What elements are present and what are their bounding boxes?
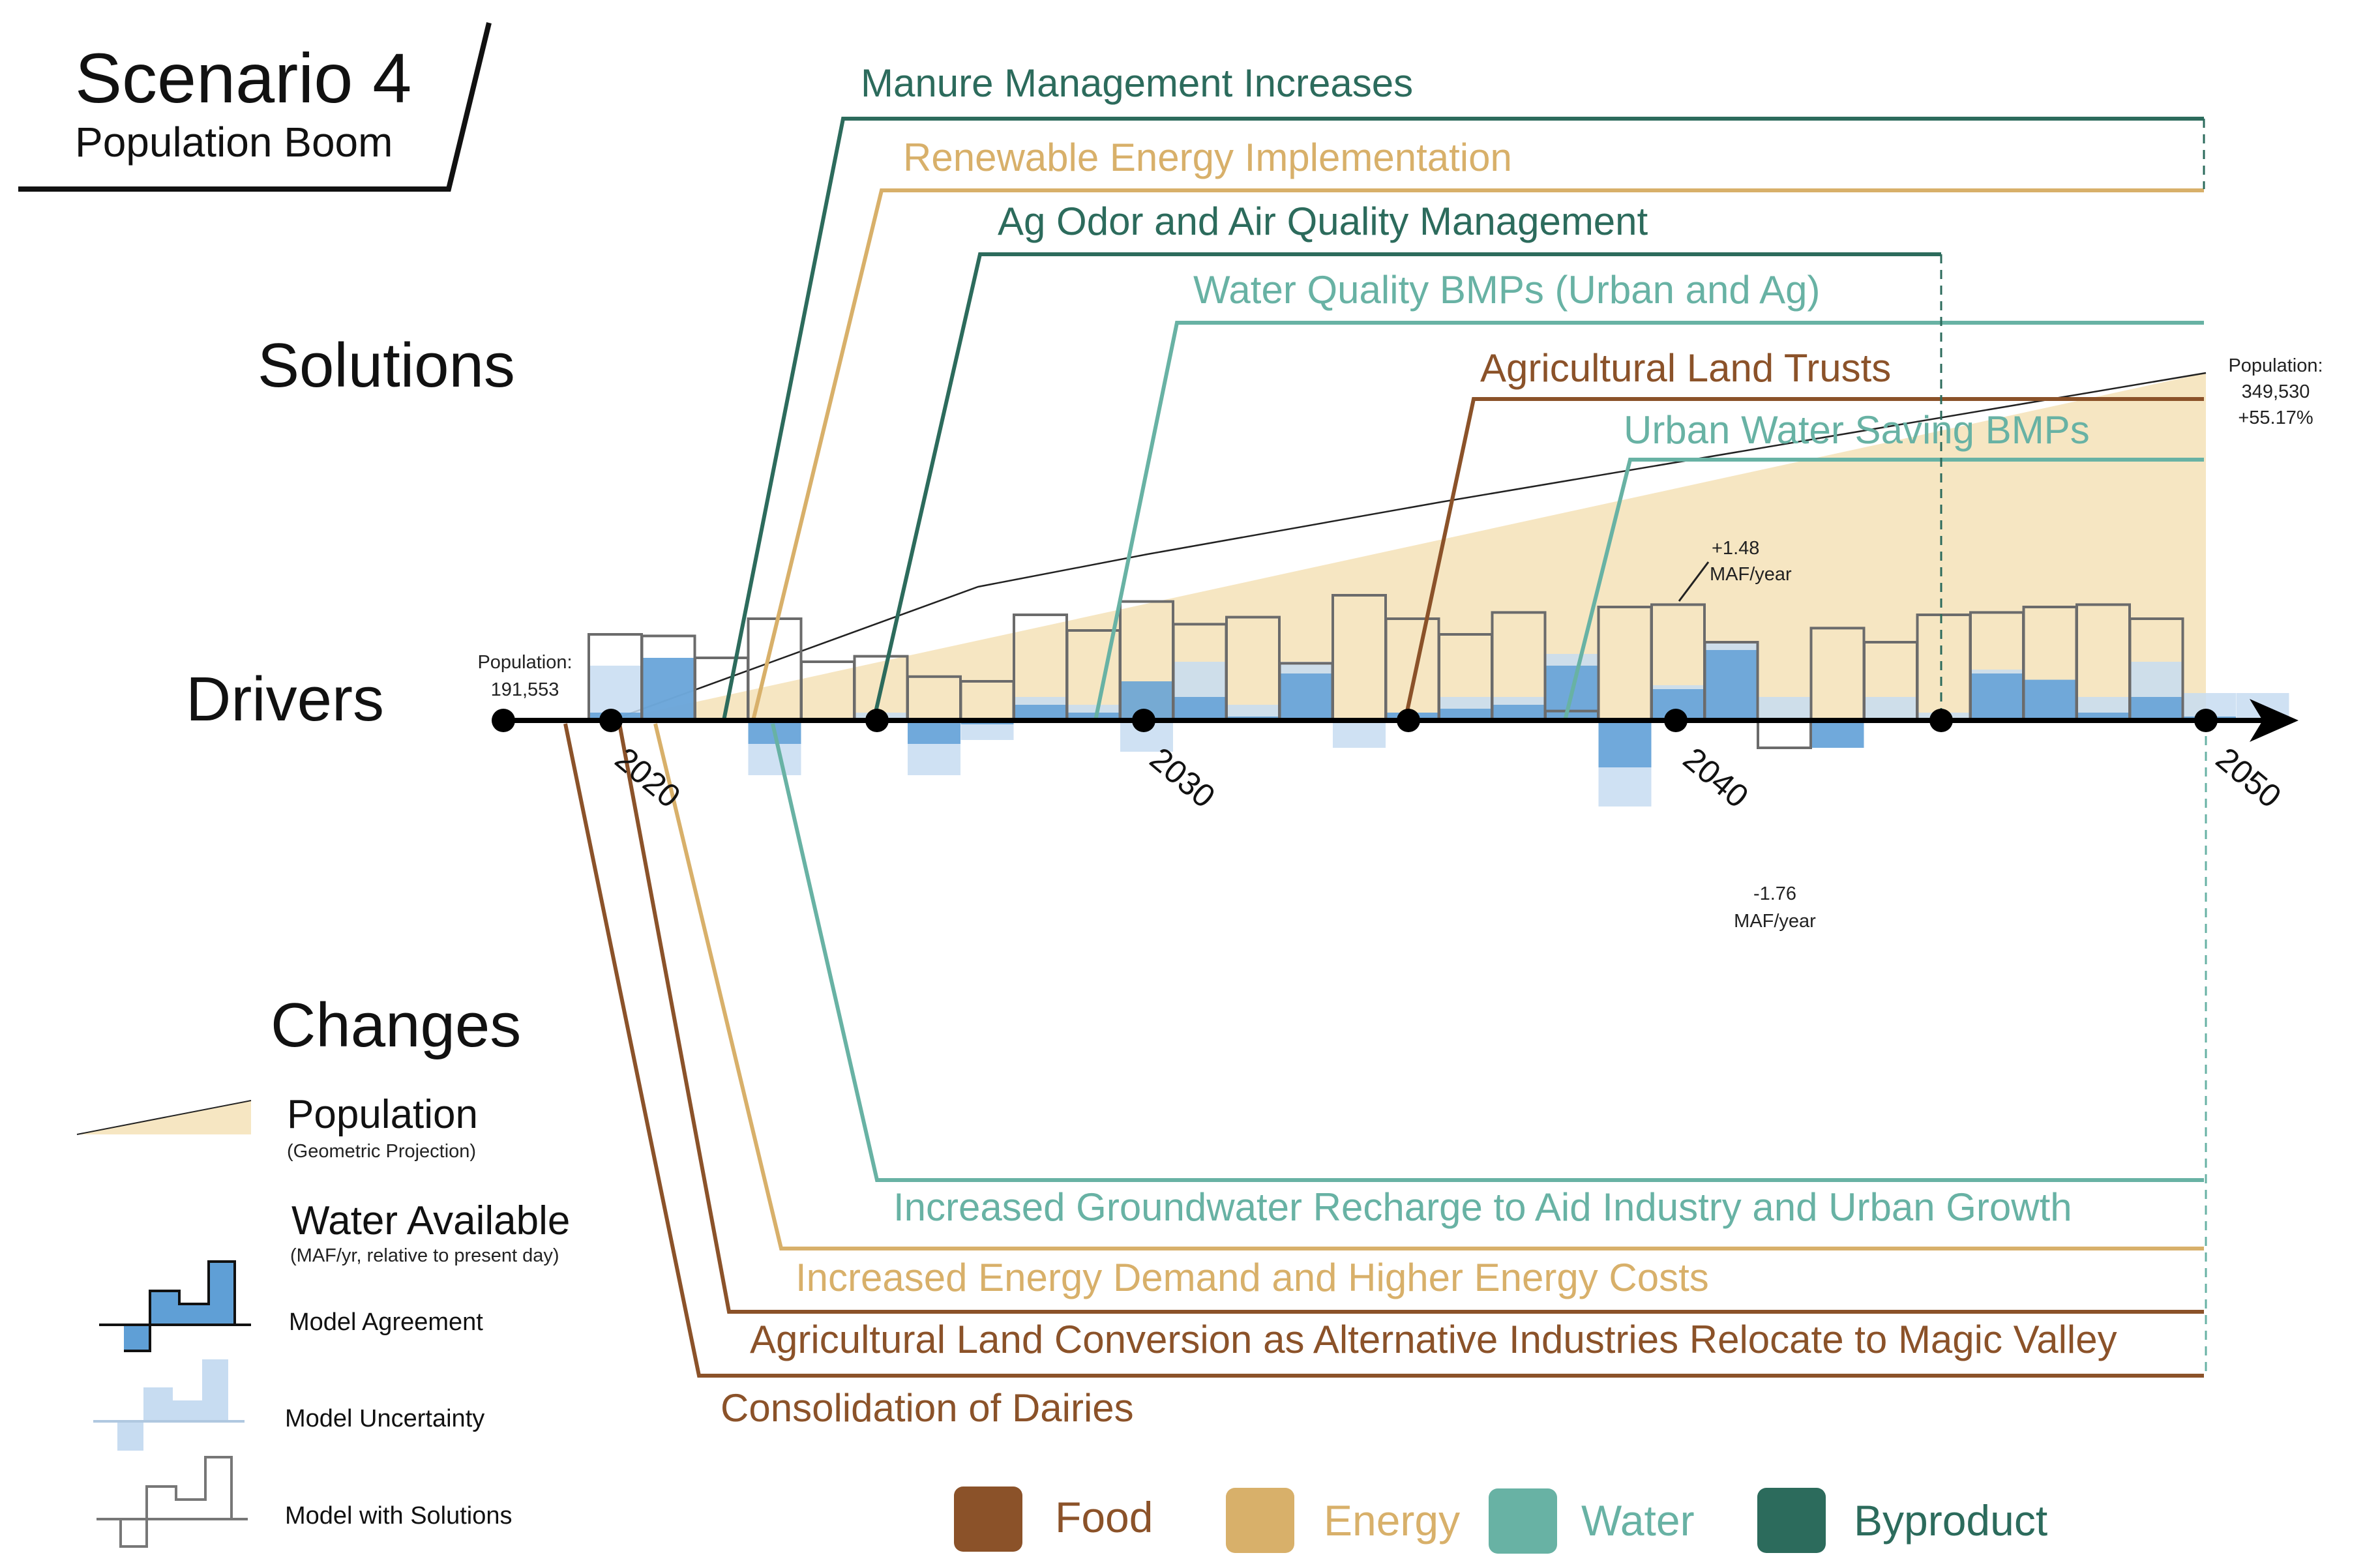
solution-label-ag-odor: Ag Odor and Air Quality Management — [998, 200, 1648, 243]
category-legend: Food Energy Water Byproduct — [954, 1487, 2047, 1554]
min-annotation-value: -1.76 — [1753, 883, 1796, 904]
tick-label-2050: 2050 — [2209, 741, 2288, 815]
legend-uncertainty-icon — [93, 1359, 245, 1451]
agreement-bar-2032 — [1279, 673, 1333, 720]
legend-water-note: (MAF/yr, relative to present day) — [290, 1245, 559, 1266]
max-annotation-unit: MAF/year — [1710, 564, 1792, 585]
change-label-land-conversion: Agricultural Land Conversion as Alternat… — [750, 1318, 2117, 1361]
agreement-bar-2035 — [1439, 709, 1492, 720]
min-annotation-unit: MAF/year — [1734, 911, 1816, 932]
solution-label-manure-management: Manure Management Increases — [861, 61, 1413, 105]
change-label-groundwater: Increased Groundwater Recharge to Aid In… — [893, 1185, 2072, 1229]
legend-food-swatch — [954, 1487, 1022, 1552]
agreement-bar-2046 — [2023, 679, 2077, 720]
timeline-start-node — [492, 709, 515, 732]
population-end-value: 349,530 — [2242, 381, 2310, 402]
legend-energy-swatch — [1226, 1488, 1294, 1553]
legend-solutions-label: Model with Solutions — [285, 1502, 513, 1530]
legend-agreement-icon — [99, 1260, 251, 1352]
legend-solutions-icon — [97, 1456, 248, 1548]
timeline-node-2020 — [599, 709, 623, 732]
agreement-bar-2038 — [1598, 720, 1652, 767]
solution-line-urban-water — [1563, 458, 2204, 721]
agreement-bar-2040 — [1704, 650, 1758, 720]
agreement-bar-2048 — [2130, 697, 2183, 720]
agreement-bar-2045 — [1971, 673, 2023, 720]
uncertainty-bar-2043 — [1864, 697, 1917, 720]
uncertainty-bar-2033 — [1333, 720, 1386, 748]
change-line-groundwater — [771, 723, 2204, 1182]
solution-line-renewable-energy — [751, 188, 2204, 721]
legend-uncertainty-label: Model Uncertainty — [285, 1405, 484, 1432]
agreement-bar-2020 — [642, 658, 695, 720]
change-line-energy-demand — [653, 723, 2204, 1250]
agreement-bar-2042 — [1811, 720, 1864, 748]
legend-population-note: (Geometric Projection) — [287, 1141, 476, 1162]
solution-bar-2041 — [1757, 719, 1812, 749]
legend-population-title: Population — [287, 1092, 478, 1137]
population-start-value: 191,553 — [491, 679, 559, 700]
legend-agreement-label: Model Agreement — [289, 1309, 483, 1336]
solution-label-urban-water: Urban Water Saving BMPs — [1624, 408, 2090, 452]
changes-group: Increased Groundwater Recharge to Aid In… — [563, 723, 2204, 1430]
population-start-label: Population: — [477, 652, 572, 673]
scenario-subtitle: Population Boom — [75, 119, 393, 166]
max-annotation-leader — [1678, 561, 1710, 602]
change-line-dairies — [563, 723, 2204, 1378]
population-end-label: Population: — [2228, 355, 2323, 376]
solutions-heading: Solutions — [258, 331, 515, 400]
timeline-node-2035 — [1397, 709, 1420, 732]
dashed-verticals — [1940, 119, 2207, 1376]
water-annotations: +1.48 MAF/year -1.76 MAF/year — [1678, 538, 1816, 932]
max-annotation-value: +1.48 — [1712, 538, 1759, 559]
population-annotations: Population: 191,553 Population: 349,530 … — [477, 355, 2323, 700]
agreement-bar-2030 — [1173, 697, 1227, 720]
title-block: Scenario 4 Population Boom — [18, 22, 492, 192]
legend-water-label: Water — [1581, 1496, 1695, 1545]
tick-label-2040: 2040 — [1676, 741, 1755, 815]
solution-line-ag-odor — [872, 252, 1941, 721]
legend-energy-label: Energy — [1324, 1496, 1460, 1545]
change-label-dairies: Consolidation of Dairies — [721, 1386, 1134, 1430]
timeline-node-2030 — [1132, 709, 1155, 732]
solution-line-water-quality — [1093, 321, 2204, 721]
legend-food-label: Food — [1055, 1493, 1153, 1541]
change-label-energy-demand: Increased Energy Demand and Higher Energ… — [796, 1256, 1709, 1299]
drivers-heading: Drivers — [186, 664, 384, 734]
solution-line-manure-management — [722, 117, 2204, 721]
legend-byproduct-label: Byproduct — [1854, 1496, 2047, 1545]
scenario-title: Scenario 4 — [75, 38, 411, 117]
timeline-node-2025 — [865, 709, 889, 732]
agreement-bar-2025 — [908, 720, 960, 744]
legend-population-line — [76, 1100, 252, 1135]
timeline-node-2045 — [1929, 709, 1953, 732]
legend-water-title: Water Available — [291, 1198, 570, 1243]
left-legend: Population (Geometric Projection) Water … — [76, 1092, 570, 1548]
title-frame — [18, 22, 492, 192]
timeline-arrowhead — [2250, 699, 2298, 742]
solution-line-land-trusts — [1403, 397, 2204, 721]
timeline-node-2040 — [1664, 709, 1688, 732]
solution-label-land-trusts: Agricultural Land Trusts — [1480, 346, 1891, 390]
legend-water-swatch — [1489, 1488, 1557, 1554]
solution-label-renewable-energy: Renewable Energy Implementation — [903, 136, 1512, 179]
solution-label-water-quality: Water Quality BMPs (Urban and Ag) — [1193, 268, 1820, 312]
timeline-node-2050 — [2194, 709, 2218, 732]
changes-heading: Changes — [271, 990, 521, 1060]
change-line-land-conversion — [617, 723, 2204, 1314]
solutions-group: Manure Management Increases Renewable En… — [722, 61, 2204, 721]
uncertainty-bar-2041 — [1758, 697, 1811, 720]
population-end-change: +55.17% — [2238, 407, 2313, 428]
legend-byproduct-swatch — [1757, 1488, 1826, 1553]
